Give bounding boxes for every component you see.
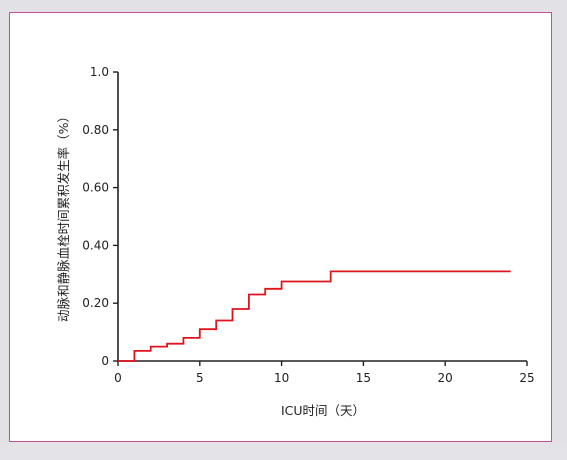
- series-line: [118, 270, 511, 362]
- bottom-band: [0, 442, 567, 460]
- x-tick-label: 5: [196, 371, 204, 385]
- series-layer: [118, 270, 511, 362]
- x-tick-label: 25: [519, 371, 534, 385]
- y-tick-label: 0.20: [82, 296, 109, 310]
- y-tick-label: 0.60: [82, 181, 109, 195]
- chart-frame: [9, 12, 552, 442]
- y-axis-label: 动脉和静脉血栓时间累积发生率（%）: [56, 110, 71, 322]
- x-axis-label: ICU时间（天）: [281, 403, 365, 418]
- x-tick-label: 20: [438, 371, 453, 385]
- axes: [117, 72, 527, 362]
- y-tick-label: 0: [101, 354, 109, 368]
- x-tick-label: 15: [356, 371, 371, 385]
- x-tick-label: 10: [274, 371, 289, 385]
- y-tick-label: 0.80: [82, 123, 109, 137]
- y-tick-label: 0.40: [82, 238, 109, 252]
- x-tick-label: 0: [114, 371, 122, 385]
- ticks: 0 0.20 0.40 0.60 0.80 1.0 0 5 10 15 20 25: [82, 65, 534, 385]
- y-tick-label: 1.0: [90, 65, 109, 79]
